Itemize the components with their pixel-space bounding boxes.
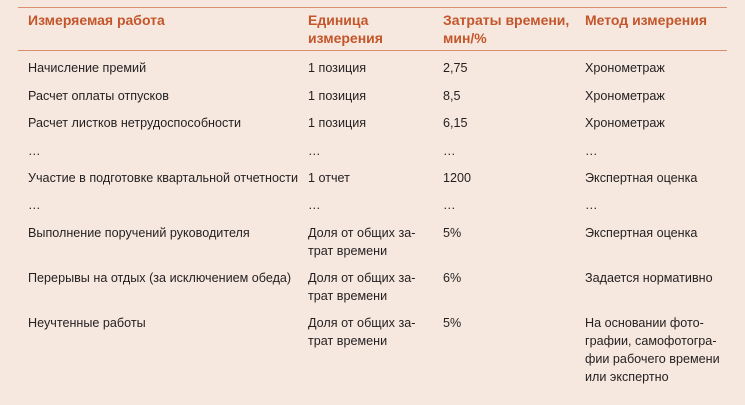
- cell-text: Хронометраж: [585, 61, 665, 75]
- table-cell: …: [585, 196, 598, 214]
- cell-text: Экспертная оценка: [585, 171, 698, 185]
- cell-text: 1 позиция: [308, 61, 367, 75]
- table-cell: …: [28, 196, 41, 214]
- cell-text: 1 позиция: [308, 116, 367, 130]
- header-line: Измеряемая работа: [28, 12, 165, 28]
- header-unit: Единица измерения: [308, 11, 383, 47]
- table-cell: Участие в подготовке квартальной отчетно…: [28, 169, 298, 187]
- cell-text: 6%: [443, 271, 462, 285]
- header-method: Метод измерения: [585, 11, 707, 29]
- cell-text: …: [585, 198, 598, 212]
- table-cell: Задается нормативно: [585, 269, 713, 287]
- table-cell: Доля от общих за-трат времени: [308, 269, 415, 305]
- table-cell: 1200: [443, 169, 471, 187]
- cell-text: …: [443, 144, 456, 158]
- table-cell: Экспертная оценка: [585, 224, 697, 242]
- table-top-rule: [18, 7, 727, 8]
- header-bottom-rule: [18, 50, 727, 51]
- cell-text: Участие в подготовке квартальной отчетно…: [28, 171, 299, 185]
- cell-text: На основании фото-: [585, 316, 704, 330]
- table-cell: …: [308, 196, 321, 214]
- table-cell: 5%: [443, 224, 461, 242]
- table-cell: 6%: [443, 269, 461, 287]
- cell-text: Экспертная оценка: [585, 226, 698, 240]
- cell-text: Расчет оплаты отпусков: [28, 89, 169, 103]
- table-cell: Перерывы на отдых (за исключением обеда): [28, 269, 291, 287]
- cell-text: Хронометраж: [585, 89, 665, 103]
- cell-text: Расчет листков нетрудоспособности: [28, 116, 242, 130]
- table-cell: Доля от общих за-трат времени: [308, 314, 415, 350]
- cell-text: 8,5: [443, 89, 461, 103]
- table-cell: …: [443, 142, 456, 160]
- cell-text: трат времени: [308, 244, 388, 258]
- cell-text: …: [308, 198, 321, 212]
- header-time: Затраты времени, мин/%: [443, 11, 569, 47]
- cell-text: 2,75: [443, 61, 468, 75]
- cell-text: графии, самофотогра-: [585, 334, 717, 348]
- cell-text: трат времени: [308, 334, 388, 348]
- table-cell: Начисление премий: [28, 59, 146, 77]
- table-cell: 1 позиция: [308, 87, 366, 105]
- table-cell: 1 позиция: [308, 114, 366, 132]
- table-cell: Доля от общих за-трат времени: [308, 224, 415, 260]
- cell-text: фии рабочего времени: [585, 352, 720, 366]
- table-cell: Хронометраж: [585, 114, 665, 132]
- table-cell: 1 позиция: [308, 59, 366, 77]
- header-line: Затраты времени,: [443, 12, 570, 28]
- table-cell: 2,75: [443, 59, 468, 77]
- cell-text: или экспертно: [585, 370, 669, 384]
- cell-text: …: [585, 144, 598, 158]
- table-cell: Хронометраж: [585, 59, 665, 77]
- cell-text: 5%: [443, 316, 462, 330]
- cell-text: 1 отчет: [308, 171, 350, 185]
- cell-text: …: [28, 198, 41, 212]
- table-cell: Расчет листков нетрудоспособности: [28, 114, 241, 132]
- table-cell: …: [308, 142, 321, 160]
- header-line: Единица: [308, 12, 369, 28]
- table-cell: 6,15: [443, 114, 468, 132]
- cell-text: 5%: [443, 226, 462, 240]
- cell-text: Начисление премий: [28, 61, 147, 75]
- table-cell: На основании фото-графии, самофотогра-фи…: [585, 314, 720, 386]
- cell-text: Доля от общих за-: [308, 271, 416, 285]
- cell-text: Хронометраж: [585, 116, 665, 130]
- cell-text: Неучтенные работы: [28, 316, 146, 330]
- table-cell: …: [28, 142, 41, 160]
- cell-text: Доля от общих за-: [308, 316, 416, 330]
- table-cell: …: [585, 142, 598, 160]
- table-cell: Экспертная оценка: [585, 169, 697, 187]
- cell-text: …: [443, 198, 456, 212]
- cell-text: Задается нормативно: [585, 271, 713, 285]
- cell-text: трат времени: [308, 289, 388, 303]
- cell-text: …: [308, 144, 321, 158]
- header-line: измерения: [308, 30, 383, 46]
- table-cell: 5%: [443, 314, 461, 332]
- cell-text: 1 позиция: [308, 89, 367, 103]
- table-cell: Выполнение поручений руководителя: [28, 224, 250, 242]
- table-cell: 8,5: [443, 87, 461, 105]
- header-work: Измеряемая работа: [28, 11, 165, 29]
- cell-text: …: [28, 144, 41, 158]
- cell-text: Перерывы на отдых (за исключением обеда): [28, 271, 292, 285]
- header-line: Метод измерения: [585, 12, 708, 28]
- table-cell: Расчет оплаты отпусков: [28, 87, 169, 105]
- table-cell: 1 отчет: [308, 169, 350, 187]
- table-cell: …: [443, 196, 456, 214]
- cell-text: Доля от общих за-: [308, 226, 416, 240]
- cell-text: 1200: [443, 171, 472, 185]
- table-cell: Неучтенные работы: [28, 314, 146, 332]
- table-cell: Хронометраж: [585, 87, 665, 105]
- header-line: мин/%: [443, 30, 487, 46]
- cell-text: Выполнение поручений руководителя: [28, 226, 250, 240]
- cell-text: 6,15: [443, 116, 468, 130]
